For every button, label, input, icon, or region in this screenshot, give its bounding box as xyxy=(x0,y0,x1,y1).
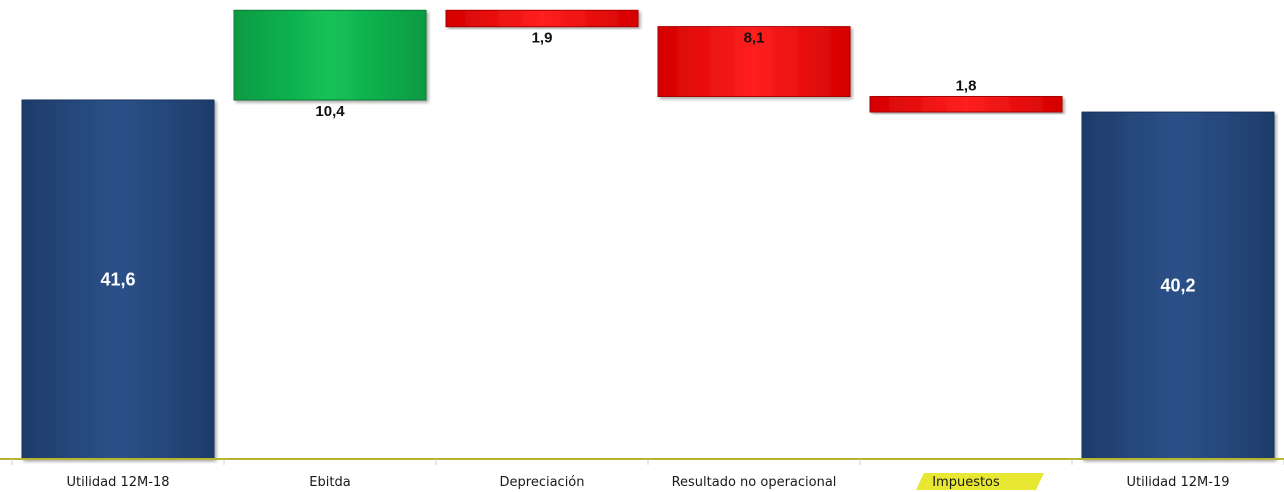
category-label-5: Utilidad 12M-19 xyxy=(1126,475,1229,490)
value-label-2: 1,9 xyxy=(532,30,553,47)
bar-0 xyxy=(21,99,215,460)
bar-2 xyxy=(445,9,639,28)
bar-1 xyxy=(233,9,427,101)
value-label-0: 41,6 xyxy=(100,270,135,290)
category-label-4: Impuestos xyxy=(932,475,1000,490)
labels: 41,6 10,4 1,9 8,1 1,8 40,2 Utilidad 12M-18 Ebit… xyxy=(66,30,1229,490)
bar-3 xyxy=(657,26,851,98)
value-label-1: 10,4 xyxy=(315,103,345,120)
category-label-3: Resultado no operacional xyxy=(672,475,837,490)
x-axis xyxy=(0,458,1284,465)
bar-5 xyxy=(1081,111,1275,460)
label-highlight xyxy=(916,473,1044,490)
category-label-0: Utilidad 12M-18 xyxy=(66,475,169,490)
category-label-1: Ebitda xyxy=(309,475,350,490)
value-label-5: 40,2 xyxy=(1160,276,1195,296)
value-label-3: 8,1 xyxy=(744,30,765,47)
category-label-2: Depreciación xyxy=(500,475,585,490)
impuestos-highlight xyxy=(916,473,1044,490)
value-label-4: 1,8 xyxy=(956,78,977,95)
bars xyxy=(21,9,1275,460)
bar-4 xyxy=(869,96,1063,113)
